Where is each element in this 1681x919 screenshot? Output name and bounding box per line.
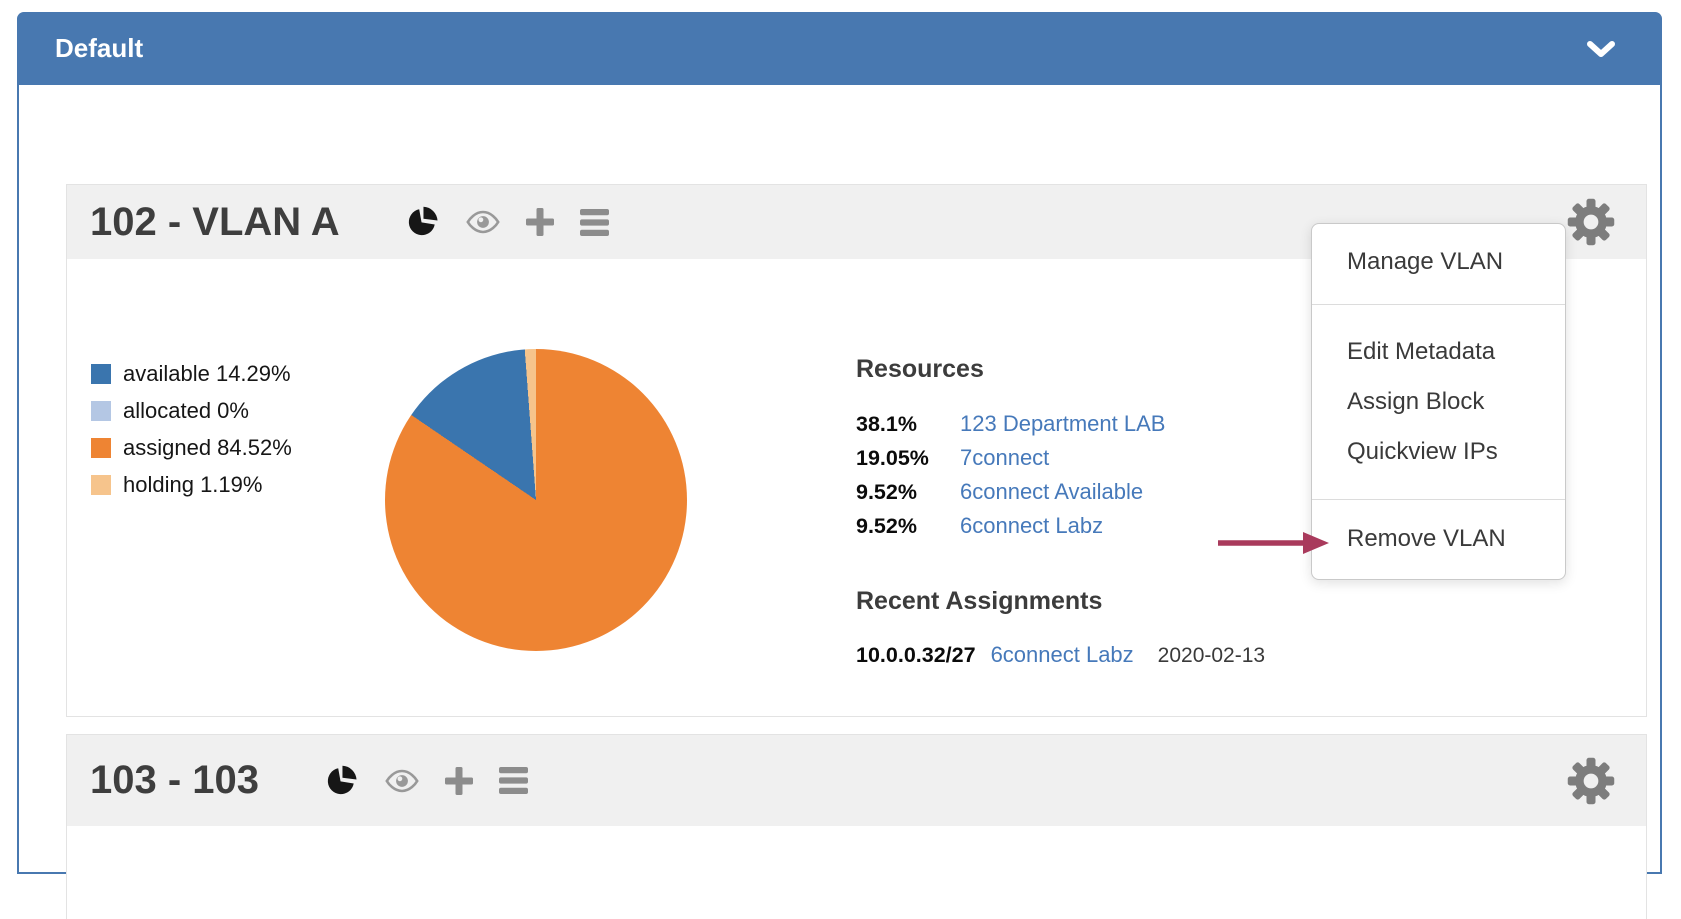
resource-pct: 9.52%: [856, 514, 917, 538]
vlan-102-title: 102 - VLAN A: [90, 199, 340, 244]
gear-icon[interactable]: [1567, 198, 1615, 246]
pie-chart-icon[interactable]: [404, 203, 440, 241]
resource-row: 19.05% 7connect: [856, 446, 1165, 470]
legend-swatch-assigned: [91, 438, 111, 458]
vlan-103-toolbar: [323, 762, 529, 800]
legend-item-holding: holding 1.19%: [91, 472, 292, 498]
pie-chart-icon[interactable]: [323, 762, 359, 800]
legend-swatch-available: [91, 364, 111, 384]
menu-item-quickview-ips[interactable]: Quickview IPs: [1347, 438, 1498, 465]
resource-link[interactable]: 123 Department LAB: [960, 411, 1166, 436]
menu-divider: [1312, 499, 1565, 500]
menu-divider: [1312, 304, 1565, 305]
hamburger-menu-icon[interactable]: [579, 208, 609, 236]
window-header[interactable]: Default: [17, 12, 1662, 85]
assignment-link[interactable]: 6connect Labz: [990, 642, 1134, 667]
eye-icon[interactable]: [385, 769, 419, 793]
resource-link[interactable]: 7connect: [960, 445, 1050, 470]
vlan-102-toolbar: [404, 203, 609, 241]
menu-group-middle: Edit Metadata Assign Block Quickview IPs: [1312, 305, 1565, 499]
resources-heading: Resources: [856, 355, 984, 383]
legend-item-assigned: assigned 84.52%: [91, 435, 292, 461]
resource-pct: 9.52%: [856, 480, 917, 504]
resource-row: 9.52% 6connect Available: [856, 480, 1165, 504]
menu-item-assign-block[interactable]: Assign Block: [1347, 388, 1485, 415]
gear-icon[interactable]: [1567, 757, 1615, 805]
plus-icon[interactable]: [525, 208, 554, 236]
vlan-103-body: [67, 826, 1646, 919]
legend-swatch-holding: [91, 475, 111, 495]
resource-row: 9.52% 6connect Labz: [856, 514, 1165, 538]
window-title: Default: [55, 33, 144, 63]
legend-swatch-allocated: [91, 401, 111, 421]
vlan-103-header: 103 - 103: [67, 735, 1646, 826]
utilization-pie-chart: [385, 349, 687, 651]
legend-item-available: available 14.29%: [91, 361, 292, 387]
menu-group-top: Manage VLAN: [1312, 224, 1565, 304]
hamburger-menu-icon[interactable]: [499, 767, 529, 794]
vlan-103-title: 103 - 103: [90, 758, 260, 802]
resource-pct: 19.05%: [856, 446, 929, 470]
vlan-panel-103: 103 - 103: [66, 734, 1647, 919]
chevron-down-icon[interactable]: [1586, 41, 1616, 59]
legend-item-allocated: allocated 0%: [91, 398, 292, 424]
assignment-date: 2020-02-13: [1157, 644, 1266, 667]
resources-list: 38.1% 123 Department LAB 19.05% 7connect…: [856, 412, 1165, 548]
menu-item-remove-vlan[interactable]: Remove VLAN: [1347, 525, 1506, 552]
assignment-cidr: 10.0.0.32/27: [856, 643, 976, 667]
resource-link[interactable]: 6connect Available: [960, 479, 1144, 504]
plus-icon[interactable]: [445, 766, 474, 795]
menu-item-manage-vlan[interactable]: Manage VLAN: [1347, 248, 1504, 275]
resource-pct: 38.1%: [856, 412, 917, 436]
menu-item-edit-metadata[interactable]: Edit Metadata: [1347, 338, 1496, 365]
pie-legend: available 14.29% allocated 0% assigned 8…: [91, 361, 292, 509]
gear-dropdown-menu: Manage VLAN Edit Metadata Assign Block Q…: [1311, 223, 1566, 580]
resource-link[interactable]: 6connect Labz: [960, 513, 1104, 538]
resource-row: 38.1% 123 Department LAB: [856, 412, 1165, 436]
eye-icon[interactable]: [465, 210, 500, 234]
recent-assignments-heading: Recent Assignments: [856, 587, 1103, 615]
recent-assignment-row: 10.0.0.32/27 6connect Labz 2020-02-13: [856, 642, 1265, 668]
menu-group-bottom: Remove VLAN: [1312, 500, 1565, 581]
